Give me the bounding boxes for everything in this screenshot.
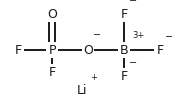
Text: +: + <box>90 73 97 82</box>
Text: 3+: 3+ <box>132 31 144 40</box>
Text: −: − <box>93 30 101 40</box>
Text: Li: Li <box>77 84 87 97</box>
Text: −: − <box>129 58 137 68</box>
Text: F: F <box>121 7 128 20</box>
Text: O: O <box>47 7 57 20</box>
Text: −: − <box>129 0 137 6</box>
Text: F: F <box>48 66 56 79</box>
Text: B: B <box>120 43 128 56</box>
Text: F: F <box>121 69 128 82</box>
Text: −: − <box>165 32 173 42</box>
Text: O: O <box>83 43 93 56</box>
Text: F: F <box>156 43 164 56</box>
Text: F: F <box>14 43 22 56</box>
Text: P: P <box>48 43 56 56</box>
